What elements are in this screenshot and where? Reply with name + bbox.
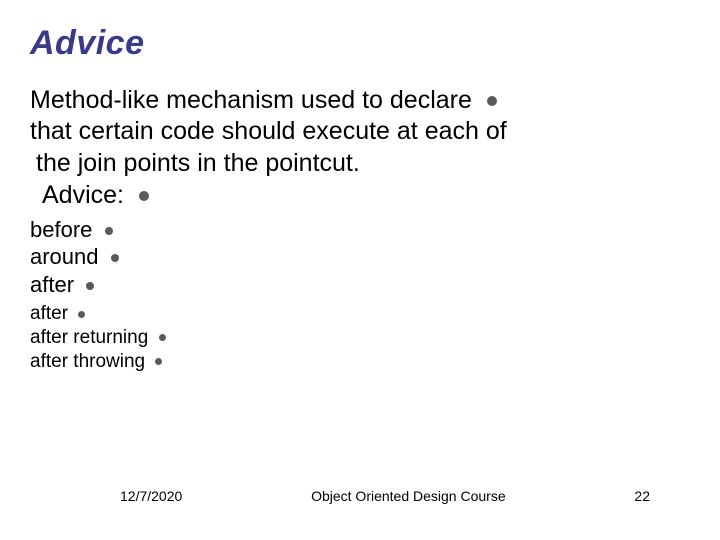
p1-line-2: that certain code should execute at each… xyxy=(30,117,507,145)
slide-title: Advice xyxy=(30,24,690,63)
list-item-label: after xyxy=(30,272,74,297)
footer-course: Object Oriented Design Course xyxy=(182,488,634,504)
list-item: after xyxy=(30,271,690,299)
list-item-label: after throwing xyxy=(30,351,145,372)
bullet-icon xyxy=(105,227,113,235)
footer-page-number: 22 xyxy=(634,488,650,504)
list-item: around xyxy=(30,243,690,271)
list-item: after xyxy=(30,302,690,326)
list-item-label: after returning xyxy=(30,327,148,348)
bullet-icon xyxy=(155,358,162,365)
list-item: before xyxy=(30,216,690,244)
slide-footer: 12/7/2020 Object Oriented Design Course … xyxy=(0,488,720,504)
list-item-label: around xyxy=(30,244,99,269)
bullet-icon xyxy=(487,96,497,106)
list-level-3: after after returning after throwing xyxy=(30,302,690,373)
paragraph-main: Method-like mechanism used to declare th… xyxy=(30,85,690,179)
p1-line-3: the join points in the pointcut. xyxy=(36,149,360,177)
bullet-icon xyxy=(111,254,119,262)
advice-label: Advice: xyxy=(42,181,124,209)
bullet-icon xyxy=(159,334,166,341)
bullet-icon xyxy=(86,282,94,290)
list-item: after throwing xyxy=(30,350,690,374)
list-level-2: before around after xyxy=(30,216,690,299)
list-item-label: before xyxy=(30,217,92,242)
list-item-label: after xyxy=(30,303,68,324)
bullet-icon xyxy=(78,311,85,318)
slide: Advice Method-like mechanism used to dec… xyxy=(0,0,720,540)
advice-line: Advice: xyxy=(42,181,690,210)
p1-line-1: Method-like mechanism used to declare xyxy=(30,86,472,114)
slide-body: Method-like mechanism used to declare th… xyxy=(30,85,690,374)
bullet-icon xyxy=(139,191,149,201)
list-item: after returning xyxy=(30,326,690,350)
footer-date: 12/7/2020 xyxy=(120,488,182,504)
